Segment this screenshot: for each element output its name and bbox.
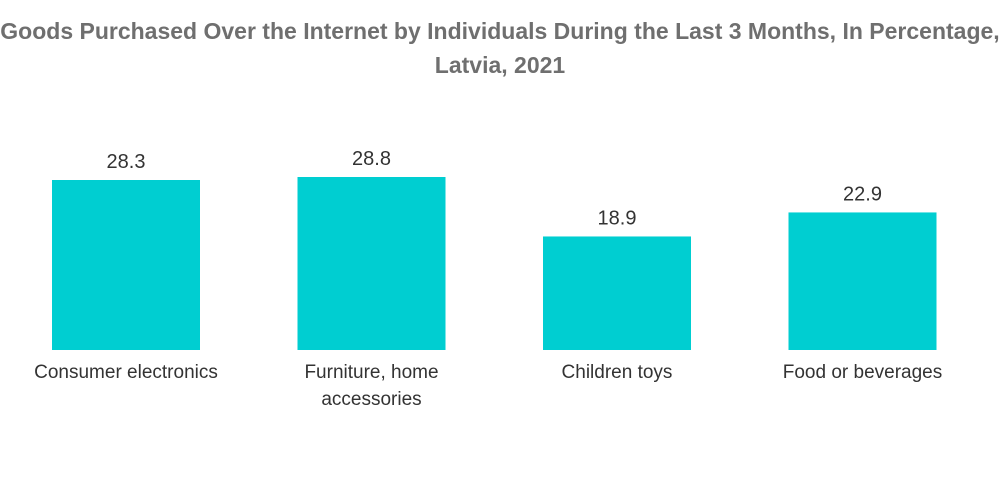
category-label-2-line-2: accessories bbox=[321, 389, 421, 410]
bar-1 bbox=[52, 180, 200, 350]
bar-4 bbox=[788, 212, 937, 350]
category-label-3: Children toys bbox=[562, 362, 673, 383]
value-label-2: 28.8 bbox=[352, 148, 391, 170]
value-label-3: 18.9 bbox=[598, 207, 637, 229]
category-labels-layer: Consumer electronics Furniture, home acces… bbox=[34, 362, 942, 410]
value-label-4: 22.9 bbox=[843, 183, 882, 205]
category-label-4-line-1: Food or beverages bbox=[783, 362, 943, 383]
bars-layer bbox=[52, 177, 937, 350]
category-label-4: Food or beverages bbox=[783, 362, 943, 383]
chart-title: Goods Purchased Over the Internet by Ind… bbox=[0, 14, 1000, 82]
category-label-1: Consumer electronics bbox=[34, 362, 218, 383]
chart-title-line-1: Goods Purchased Over the Internet by Ind… bbox=[0, 18, 1000, 44]
category-label-2-line-1: Furniture, home bbox=[304, 362, 438, 383]
category-label-1-line-1: Consumer electronics bbox=[34, 362, 218, 383]
bar-3 bbox=[543, 236, 691, 350]
bar-2 bbox=[297, 177, 446, 350]
chart-title-line-2: Latvia, 2021 bbox=[434, 52, 566, 78]
category-label-3-line-1: Children toys bbox=[562, 362, 673, 383]
value-label-1: 28.3 bbox=[107, 151, 146, 173]
category-label-2: Furniture, home accessories bbox=[304, 362, 438, 410]
value-labels-layer: 28.3 28.8 18.9 22.9 bbox=[107, 148, 882, 229]
